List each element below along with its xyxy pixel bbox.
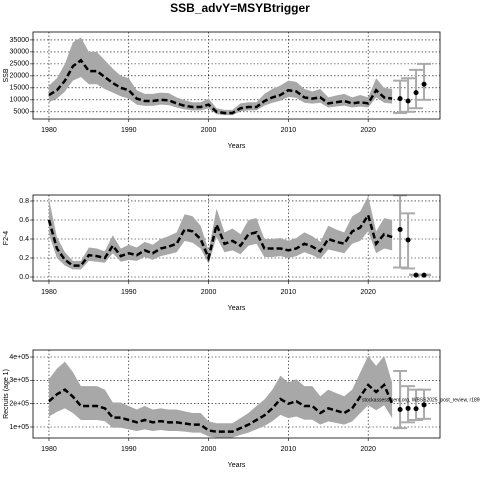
x-tick-label: 1990 (121, 446, 137, 453)
x-tick-label: 1980 (41, 289, 57, 296)
y-tick-label: 0.0 (19, 274, 29, 281)
y-tick-label: 4e+05 (9, 354, 29, 361)
error-bar (401, 77, 416, 113)
projection-point (413, 272, 419, 278)
projection-point (405, 98, 411, 104)
y-tick-label: 0.6 (19, 217, 29, 224)
x-axis-label: Years (228, 305, 246, 312)
projection-point (397, 226, 403, 232)
error-bar (409, 68, 424, 110)
y-axis-label: SSB (3, 68, 10, 82)
x-tick-label: 1990 (121, 127, 137, 134)
estimate-line (48, 58, 393, 115)
x-tick-label: 2020 (360, 289, 376, 296)
projection-point (397, 406, 403, 412)
y-tick-label: 3e+05 (9, 377, 29, 384)
y-tick-label: 25000 (10, 61, 30, 68)
error-bar (393, 369, 408, 430)
x-tick-label: 2010 (281, 289, 297, 296)
y-tick-label: 5000 (13, 109, 29, 116)
confidence-band (48, 37, 393, 116)
x-tick-label: 2020 (360, 127, 376, 134)
y-tick-label: 0.4 (19, 236, 29, 243)
projection-point (421, 402, 427, 408)
y-axis-label: F2-4 (3, 231, 10, 246)
y-axis-label: Recruits (age 1) (3, 369, 10, 419)
y-tick-label: 35000 (10, 37, 30, 44)
y-tick-label: 1e+05 (9, 424, 29, 431)
x-axis-label: Years (228, 462, 246, 469)
x-tick-label: 2010 (281, 446, 297, 453)
y-tick-label: 0.2 (19, 255, 29, 262)
projection-point (405, 237, 411, 243)
y-tick-label: 20000 (10, 73, 30, 80)
y-tick-label: 10000 (10, 97, 30, 104)
plot-frame (32, 194, 441, 282)
x-tick-label: 2000 (201, 289, 217, 296)
x-tick-label: 1980 (41, 127, 57, 134)
projection-point (421, 81, 427, 87)
projection-point (397, 96, 403, 102)
plot-frame (32, 349, 441, 439)
plot-area (48, 355, 432, 438)
x-tick-label: 2000 (201, 127, 217, 134)
projection-point (421, 272, 427, 278)
error-bar (409, 388, 424, 421)
y-tick-label: 0.8 (19, 198, 29, 205)
x-tick-label: 2020 (360, 446, 376, 453)
figure-title: SSB_advY=MSYBtrigger (170, 1, 310, 15)
x-tick-label: 1980 (41, 446, 57, 453)
x-tick-label: 2010 (281, 127, 297, 134)
plot-area (48, 37, 432, 116)
estimate-line (47, 212, 393, 267)
plot-frame (32, 31, 441, 120)
x-tick-label: 2000 (201, 446, 217, 453)
projection-point (405, 405, 411, 411)
plot-area (47, 195, 432, 278)
error-bar (401, 385, 416, 424)
projection-point (413, 406, 419, 412)
estimate-line (48, 382, 394, 433)
confidence-band (48, 355, 393, 438)
projection-point (413, 90, 419, 96)
y-tick-label: 2e+05 (9, 401, 29, 408)
confidence-band (48, 196, 393, 270)
x-tick-label: 1990 (121, 289, 137, 296)
y-tick-label: 30000 (10, 49, 30, 56)
y-tick-label: 15000 (10, 85, 30, 92)
x-axis-label: Years (228, 143, 246, 150)
annotation: stockassessment.org, WBSS2025_post_revie… (362, 398, 480, 404)
